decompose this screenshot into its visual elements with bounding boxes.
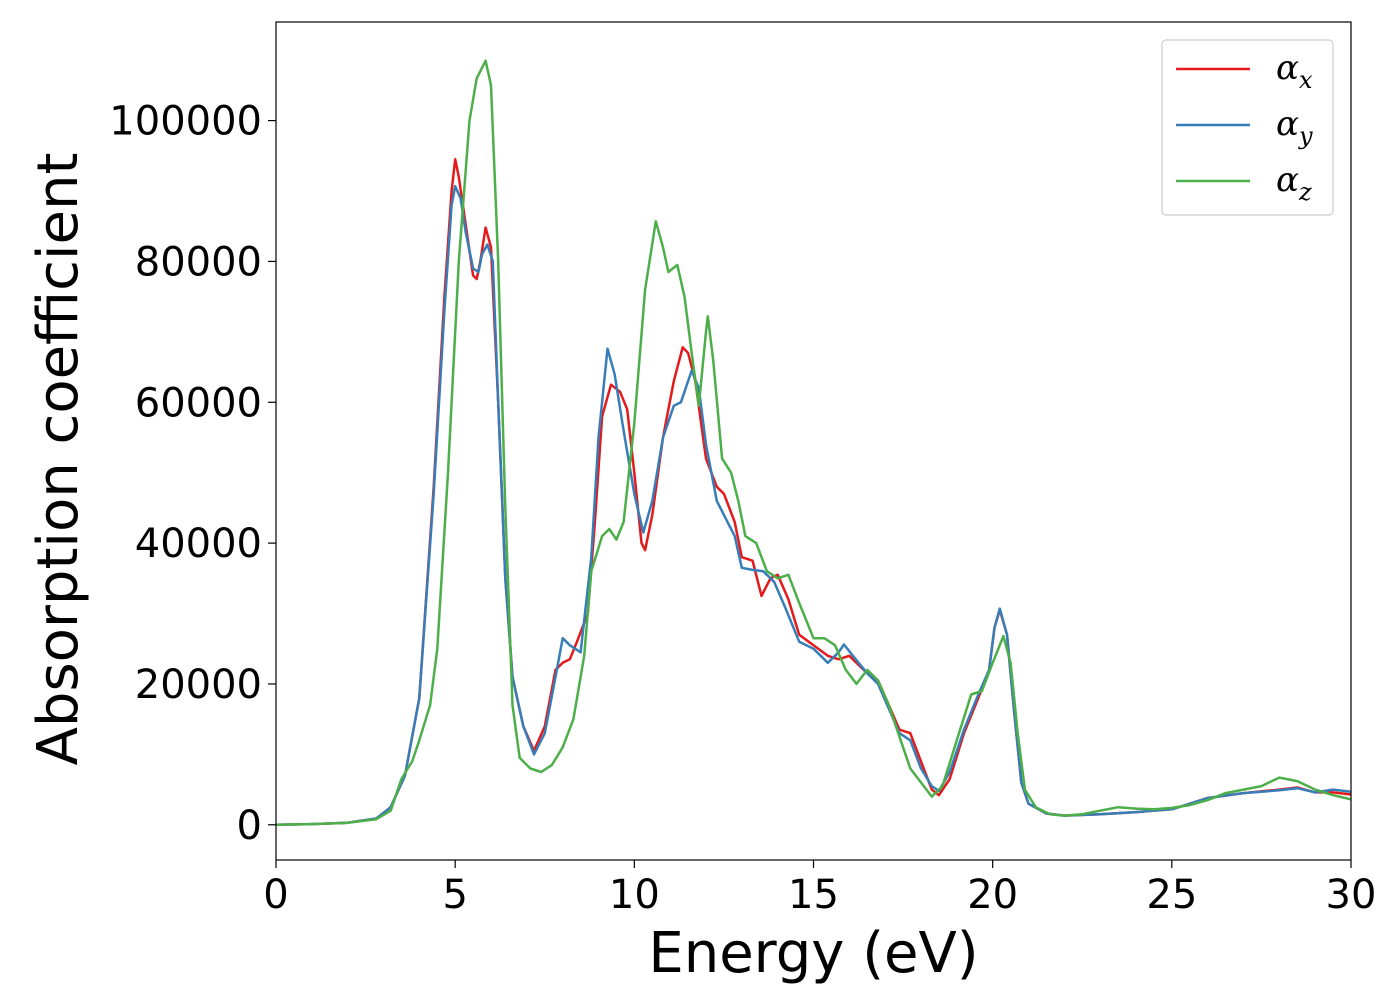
- x-axis-ticks: 0 5 10 15 20 25 30: [263, 860, 1376, 918]
- y-tick-label: 40000: [135, 521, 262, 567]
- x-tick-label: 15: [788, 872, 839, 918]
- x-tick-label: 10: [609, 872, 660, 918]
- series-line-y: [275, 184, 1352, 827]
- y-tick-label: 100000: [109, 99, 262, 145]
- x-tick-label: 20: [967, 872, 1018, 918]
- x-axis-title: Energy (eV): [648, 921, 978, 986]
- legend-box: [1161, 39, 1334, 216]
- y-tick-label: 60000: [135, 380, 262, 426]
- y-tick-label: 20000: [135, 662, 262, 708]
- y-tick-label: 0: [237, 803, 262, 849]
- x-tick-label: 5: [442, 872, 467, 918]
- y-axis-title: Absorption coefficient: [26, 153, 91, 766]
- y-tick-label: 80000: [135, 239, 262, 285]
- series-line-x: [275, 158, 1352, 827]
- y-axis-ticks: 0 20000 40000 60000 80000 100000: [109, 99, 276, 849]
- x-tick-label: 25: [1146, 872, 1197, 918]
- series-line-z: [275, 59, 1352, 827]
- series-lines: [275, 59, 1352, 827]
- x-tick-label: 30: [1326, 872, 1377, 918]
- x-tick-label: 0: [263, 872, 288, 918]
